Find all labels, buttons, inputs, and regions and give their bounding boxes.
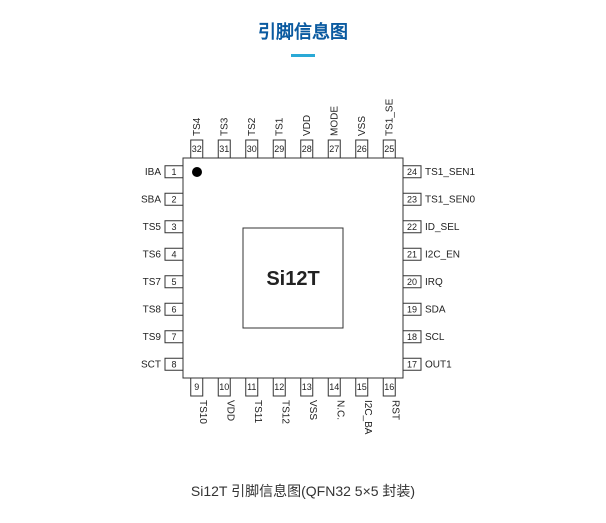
- pin-label: TS4: [192, 117, 203, 136]
- pin-number: 22: [407, 222, 417, 232]
- pin-number: 20: [407, 277, 417, 287]
- pin-label: ID_SEL: [425, 222, 460, 233]
- pinout-diagram: Si12T 1 IBA 2 SBA 3 TS5 4 TS6 5 TS7 6 TS8 7 TS9 8 SCT 17 O…: [103, 98, 503, 468]
- pin-label: TS9: [143, 332, 162, 343]
- pin1-dot: [192, 167, 202, 177]
- pin-label: TS10: [197, 400, 208, 424]
- pin-number: 23: [407, 194, 417, 204]
- pin-label: VDD: [302, 115, 313, 136]
- pin-number: 19: [407, 304, 417, 314]
- pin-label: I2C_BA: [362, 400, 373, 435]
- pin-number: 4: [171, 249, 176, 259]
- pin-number: 29: [274, 144, 284, 154]
- pin-number: 14: [329, 382, 339, 392]
- pin-label: IRQ: [425, 277, 443, 288]
- pinout-svg: Si12T 1 IBA 2 SBA 3 TS5 4 TS6 5 TS7 6 TS8 7 TS9 8 SCT 17 O…: [103, 98, 503, 468]
- pin-number: 28: [302, 144, 312, 154]
- pin-label: VDD: [224, 400, 235, 421]
- pin-label: IBA: [145, 167, 161, 178]
- pin-number: 16: [384, 382, 394, 392]
- pin-label: TS3: [219, 117, 230, 136]
- pin-label: TS12: [279, 400, 290, 424]
- pin-number: 7: [171, 332, 176, 342]
- chip-label: Si12T: [266, 268, 319, 290]
- pin-label: TS6: [143, 249, 162, 260]
- pin-number: 17: [407, 359, 417, 369]
- page-title: 引脚信息图: [0, 0, 606, 44]
- pin-number: 13: [302, 382, 312, 392]
- pin-label: TS11: [252, 400, 263, 424]
- pin-label: TS1_SEN2: [384, 98, 395, 136]
- pin-label: TS1_SEN0: [425, 194, 475, 205]
- pin-label: SBA: [141, 194, 161, 205]
- pin-label: SCL: [425, 332, 445, 343]
- pin-label: TS7: [143, 277, 162, 288]
- pin-number: 30: [247, 144, 257, 154]
- pin-label: TS2: [247, 117, 258, 136]
- pin-label: TS1: [274, 117, 285, 136]
- pin-label: VSS: [307, 400, 318, 420]
- pin-number: 6: [171, 304, 176, 314]
- pin-label: TS1_SEN1: [425, 167, 475, 178]
- pin-number: 10: [219, 382, 229, 392]
- pin-label: N.C.: [334, 400, 345, 420]
- pin-number: 2: [171, 194, 176, 204]
- pin-number: 24: [407, 167, 417, 177]
- pin-number: 26: [357, 144, 367, 154]
- pin-label: SCT: [141, 359, 161, 370]
- title-underline: [291, 54, 315, 57]
- pin-label: RST: [389, 400, 400, 420]
- pin-number: 12: [274, 382, 284, 392]
- pin-label: TS5: [143, 222, 162, 233]
- pin-number: 5: [171, 277, 176, 287]
- pin-number: 32: [192, 144, 202, 154]
- pin-label: OUT1: [425, 359, 452, 370]
- pin-number: 9: [194, 382, 199, 392]
- pin-label: VSS: [357, 116, 368, 136]
- pin-number: 11: [247, 382, 256, 392]
- pin-number: 3: [171, 222, 176, 232]
- pin-number: 27: [329, 144, 339, 154]
- pin-number: 18: [407, 332, 417, 342]
- pin-label: TS8: [143, 304, 162, 315]
- pin-label: I2C_EN: [425, 249, 460, 260]
- pin-number: 8: [171, 359, 176, 369]
- pin-number: 25: [384, 144, 394, 154]
- pin-label: SDA: [425, 304, 446, 315]
- pin-label: MODE: [329, 106, 340, 136]
- pin-number: 31: [219, 144, 229, 154]
- pin-number: 21: [407, 249, 417, 259]
- pin-number: 1: [171, 167, 176, 177]
- pin-number: 15: [357, 382, 367, 392]
- diagram-caption: Si12T 引脚信息图(QFN32 5×5 封装): [0, 481, 606, 501]
